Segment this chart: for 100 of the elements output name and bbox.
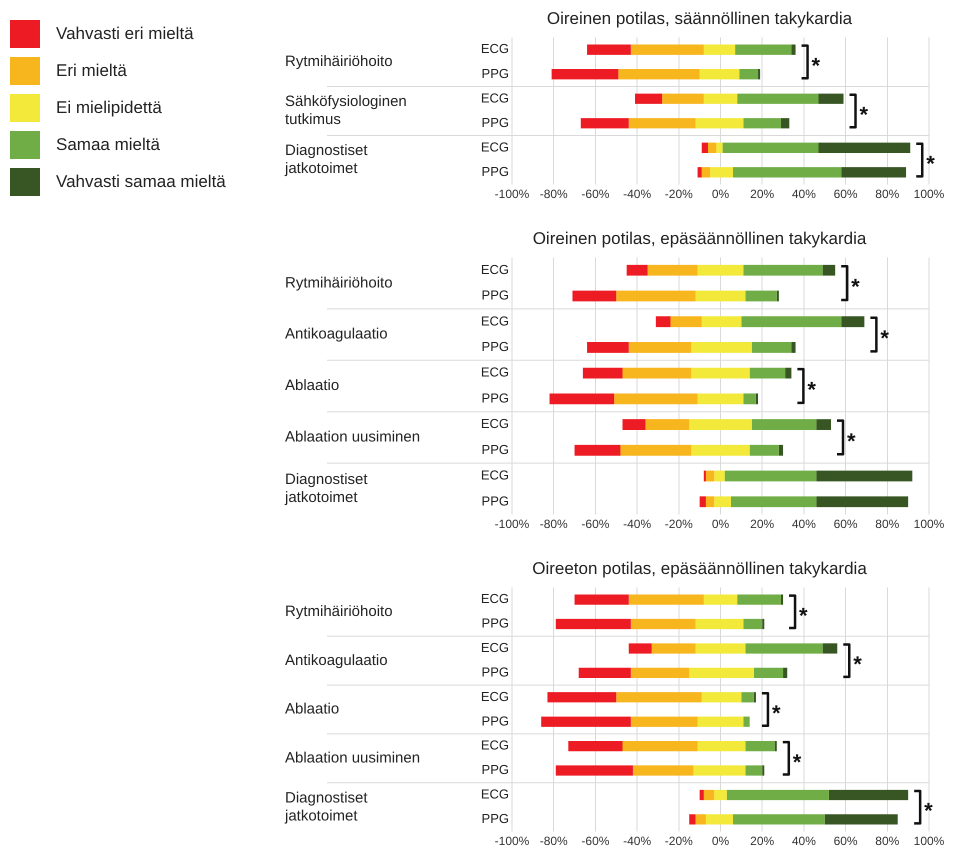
bar xyxy=(568,741,623,752)
legend-label: Ei mielipidettä xyxy=(56,98,162,118)
x-tick-label: 0% xyxy=(712,834,730,848)
y-tick-label: PPG xyxy=(482,339,509,354)
x-tick-label: 60% xyxy=(834,834,858,848)
bar xyxy=(706,814,734,825)
bar xyxy=(706,470,714,482)
bar xyxy=(726,790,829,800)
text: Diagnostiset jatkotoimet xyxy=(284,471,368,506)
x-tick-label: 80% xyxy=(875,517,900,532)
bar xyxy=(547,692,616,702)
annotation: * xyxy=(799,602,808,628)
bar xyxy=(841,167,906,178)
bar xyxy=(695,814,706,825)
y-tick-label: ECG xyxy=(480,364,509,380)
bar xyxy=(580,118,629,128)
x-tick-label: -80% xyxy=(540,834,568,848)
x-tick-label: 80% xyxy=(875,834,900,848)
bar xyxy=(695,290,746,302)
x-tick-label: 40% xyxy=(792,187,816,202)
bar xyxy=(556,765,633,776)
x-tick-label: -40% xyxy=(623,834,652,848)
bar xyxy=(780,594,784,605)
bar xyxy=(733,167,842,178)
bar xyxy=(630,716,698,727)
bar xyxy=(818,142,910,153)
y-tick-label: ECG xyxy=(480,139,509,154)
bar xyxy=(630,668,690,678)
bar xyxy=(582,368,623,379)
bar xyxy=(704,594,738,605)
x-tick-label: 100% xyxy=(914,834,945,848)
bar xyxy=(628,342,692,353)
y-tick-label: PPG xyxy=(482,164,509,179)
text: Antikoagulaatio xyxy=(285,326,388,343)
text: Diagnostiset jatkotoimet xyxy=(284,142,368,178)
bar xyxy=(741,692,754,702)
legend-label: Eri mieltä xyxy=(56,60,127,80)
bar xyxy=(656,316,670,328)
x-tick-label: 20% xyxy=(750,517,775,532)
bar xyxy=(628,594,704,605)
bar xyxy=(626,264,648,276)
bar xyxy=(708,142,716,153)
chart-title: Oireinen potilas, säännöllinen takykardia xyxy=(546,8,853,28)
x-tick-label: -20% xyxy=(664,517,694,532)
bar xyxy=(630,44,704,55)
bar xyxy=(752,419,816,430)
bar xyxy=(574,444,620,456)
bar xyxy=(652,643,696,654)
bar xyxy=(691,342,752,353)
x-tick-label: 100% xyxy=(914,187,945,202)
x-tick-label: -100% xyxy=(494,187,530,202)
bar xyxy=(791,44,796,55)
bar xyxy=(752,342,792,353)
text: Ablaation uusiminen xyxy=(285,749,420,766)
x-tick-label: -20% xyxy=(664,187,694,202)
bar xyxy=(822,643,838,654)
bar xyxy=(746,643,823,654)
bar xyxy=(693,765,746,776)
text: Rytmihäiriöhoito xyxy=(285,602,393,620)
bar xyxy=(824,814,898,825)
x-tick-label: -80% xyxy=(540,187,568,202)
bar xyxy=(700,69,740,80)
bar xyxy=(818,94,844,104)
bar xyxy=(706,496,714,508)
x-tick-label: 20% xyxy=(750,834,775,848)
bar xyxy=(735,44,792,55)
bar xyxy=(816,419,832,430)
annotation: * xyxy=(812,52,821,78)
x-tick-label: -60% xyxy=(581,834,610,848)
bar xyxy=(841,316,864,328)
bar xyxy=(552,69,618,80)
bar xyxy=(714,790,727,800)
y-tick-label: PPG xyxy=(482,616,509,631)
bar xyxy=(630,618,696,630)
x-tick-label: -80% xyxy=(540,517,568,532)
bar xyxy=(816,496,908,508)
text: Sähköfysiologinen tutkimus xyxy=(285,93,407,128)
x-tick-label: 40% xyxy=(792,834,816,848)
bar xyxy=(785,368,792,379)
annotation: * xyxy=(851,274,860,300)
bar xyxy=(556,618,631,630)
bar xyxy=(737,594,781,605)
bar xyxy=(698,741,746,752)
chart-title: Oireeton potilas, epäsäännöllinen takykardia xyxy=(532,558,868,578)
bar xyxy=(724,470,816,482)
bar xyxy=(691,368,750,379)
y-tick-label: ECG xyxy=(480,41,509,56)
bar xyxy=(635,94,662,104)
chart-title: Oireinen potilas, epäsäännöllinen takykardia xyxy=(532,228,867,248)
bar xyxy=(541,716,631,727)
bar xyxy=(698,167,702,178)
bar xyxy=(741,316,842,328)
bar xyxy=(750,444,779,456)
y-tick-label: PPG xyxy=(482,390,509,406)
annotation: * xyxy=(853,652,862,677)
x-tick-label: 20% xyxy=(750,187,775,202)
bar xyxy=(778,444,784,456)
y-tick-label: PPG xyxy=(482,114,509,130)
x-tick-label: 60% xyxy=(834,517,858,532)
bar xyxy=(648,264,698,276)
